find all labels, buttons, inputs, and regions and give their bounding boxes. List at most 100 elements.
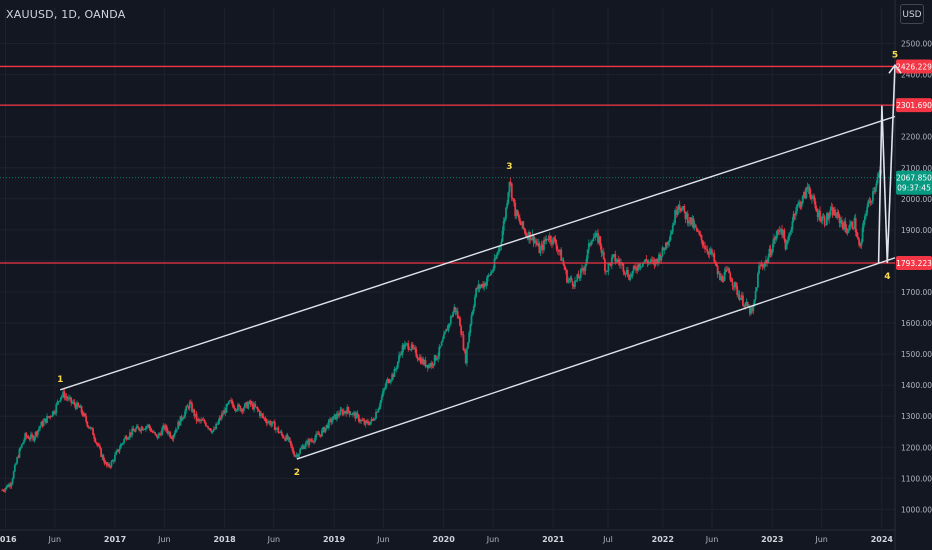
candle-body [775, 235, 778, 240]
candle-body [344, 411, 346, 412]
candle-body [470, 315, 473, 325]
candle-body [283, 437, 285, 439]
candle-body [51, 411, 54, 417]
channel-lower-line[interactable] [296, 257, 896, 460]
candle-body [539, 248, 542, 254]
candle-body [48, 416, 51, 418]
candle-body [673, 223, 675, 226]
candle-body [174, 429, 177, 433]
candle-body [418, 357, 421, 361]
candle-body [522, 221, 525, 229]
candle-body [448, 323, 451, 325]
candle-body [41, 421, 44, 426]
candle-body [429, 364, 431, 367]
candle-body [650, 259, 652, 262]
candle-body [127, 437, 130, 439]
candle-body [1, 490, 4, 491]
candle-body [567, 280, 570, 283]
candle-body [541, 244, 544, 250]
candle-body [73, 401, 76, 406]
candle-body [459, 317, 461, 327]
candle-body [615, 261, 618, 263]
candle-body [339, 409, 342, 416]
candle-body [318, 434, 321, 436]
candle-body [584, 264, 587, 272]
time-tick-label: 2024 [871, 535, 894, 544]
candle-body [238, 404, 241, 406]
candle-body [204, 422, 207, 426]
candle-body [214, 428, 216, 430]
candle-body [94, 438, 97, 443]
candle-body [169, 432, 172, 437]
candle-body [55, 404, 58, 413]
candle-body [648, 261, 651, 263]
candle-body [471, 311, 474, 316]
candle-body [58, 400, 61, 402]
currency-button[interactable]: USD [900, 4, 924, 24]
candle-body [867, 200, 870, 208]
candle-body [694, 224, 697, 228]
candle-body [39, 426, 42, 429]
candle-body [777, 230, 780, 232]
candle-body [302, 446, 305, 449]
candle-body [506, 203, 509, 208]
candle-body [601, 251, 604, 253]
candle-body [140, 427, 143, 432]
candle-body [521, 221, 524, 226]
candle-body [131, 428, 134, 436]
candle-body [120, 443, 123, 445]
candle-body [505, 207, 507, 219]
bar-countdown-label: 09:37:45 [897, 184, 931, 193]
candle-body [378, 406, 381, 409]
candle-body [406, 343, 408, 345]
candle-body [408, 349, 411, 350]
candle-body [383, 388, 385, 392]
candle-body [315, 433, 318, 438]
candle-body [801, 196, 804, 204]
candle-body [844, 221, 847, 228]
candle-body [813, 196, 816, 202]
candle-body [146, 426, 149, 427]
candle-body [442, 333, 445, 339]
candle-body [365, 420, 368, 422]
candle-body [572, 285, 575, 287]
candle-body [728, 268, 731, 274]
time-tick-label: Jun [376, 535, 390, 544]
candle-body [662, 247, 665, 251]
candle-body [361, 419, 364, 421]
candle-body [500, 241, 503, 246]
candle-body [455, 311, 458, 313]
candle-body [874, 187, 877, 193]
wave-label: 2 [294, 468, 300, 478]
candle-body [849, 224, 851, 230]
candle-body [457, 317, 460, 319]
candle-body [663, 249, 666, 251]
candle-body [160, 433, 162, 436]
time-tick-label: 2018 [213, 535, 236, 544]
candle-body [701, 240, 704, 246]
candle-body [252, 403, 254, 410]
candle-body [739, 298, 742, 300]
candle-body [256, 407, 259, 410]
candle-body [247, 403, 250, 409]
symbol-title[interactable]: XAUUSD, 1D, OANDA [6, 8, 126, 21]
candle-body [727, 268, 729, 270]
candle-body [456, 311, 459, 318]
candle-body [23, 439, 25, 443]
candle-body [765, 260, 767, 264]
candle-body [148, 424, 151, 428]
channel-upper-line[interactable] [60, 115, 896, 391]
candle-body [768, 248, 771, 257]
candle-body [780, 229, 782, 232]
projection-path[interactable] [877, 65, 896, 264]
candle-body [446, 328, 449, 331]
candle-body [145, 426, 147, 430]
candle-body [806, 187, 809, 189]
candle-body [226, 403, 229, 405]
candle-body [549, 235, 552, 243]
candle-body [658, 254, 660, 264]
candle-body [474, 296, 476, 307]
candle-body [50, 416, 53, 417]
